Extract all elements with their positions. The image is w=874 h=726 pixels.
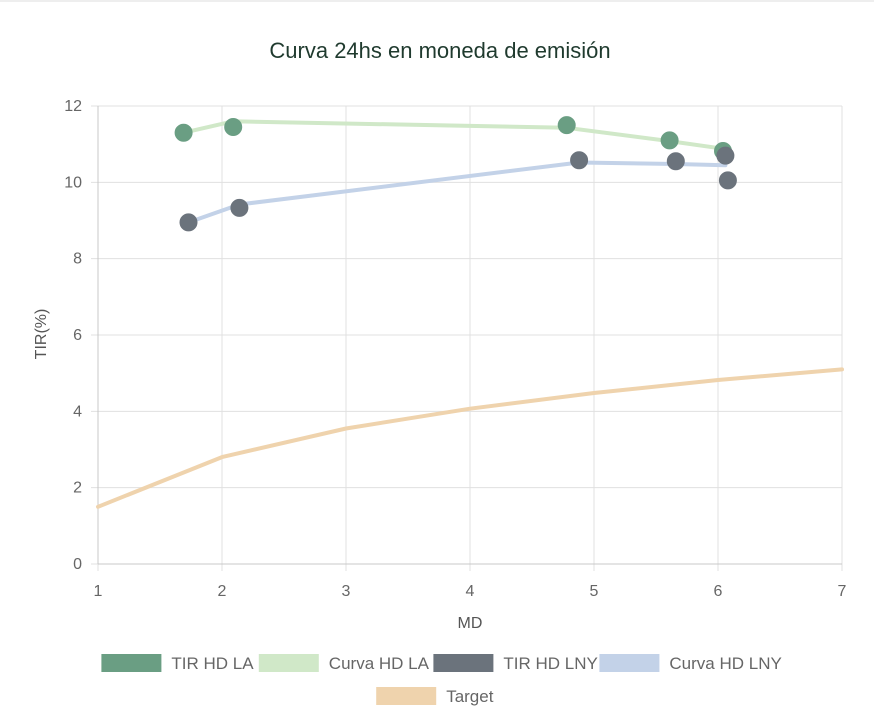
legend-item-tir-hd-la[interactable]: TIR HD LA bbox=[101, 654, 254, 673]
data-point-tir-hd-lny[interactable] bbox=[179, 213, 198, 232]
top-divider bbox=[0, 0, 874, 2]
chart-title: Curva 24hs en moneda de emisión bbox=[269, 38, 610, 63]
legend[interactable]: TIR HD LA Curva HD LA TIR HD LNY Curva HD L… bbox=[101, 654, 782, 706]
series-line-curva-hd-la bbox=[181, 119, 725, 151]
x-tick-label: 4 bbox=[466, 583, 475, 600]
data-point-tir-hd-lny[interactable] bbox=[666, 152, 685, 171]
y-tick-label: 6 bbox=[73, 327, 82, 344]
x-tick-label: 2 bbox=[218, 583, 227, 600]
data-point-tir-hd-lny[interactable] bbox=[716, 146, 735, 165]
series-layer bbox=[96, 116, 844, 509]
x-tick-label: 3 bbox=[342, 583, 351, 600]
y-tick-label: 12 bbox=[64, 98, 82, 115]
legend-item-tir-hd-lny[interactable]: TIR HD LNY bbox=[433, 654, 598, 673]
legend-label-target: Target bbox=[446, 687, 494, 706]
data-point-tir-hd-lny[interactable] bbox=[230, 198, 249, 217]
legend-swatch-curva-hd-la bbox=[258, 654, 319, 672]
x-tick-label: 6 bbox=[714, 583, 723, 600]
legend-item-target[interactable]: Target bbox=[376, 687, 494, 706]
legend-swatch-tir-hd-lny bbox=[433, 654, 494, 672]
legend-swatch-curva-hd-lny bbox=[599, 654, 660, 672]
data-point-tir-hd-la[interactable] bbox=[557, 116, 576, 135]
legend-label-curva-hd-la: Curva HD LA bbox=[329, 654, 430, 673]
legend-swatch-target bbox=[376, 687, 437, 705]
legend-item-curva-hd-la[interactable]: Curva HD LA bbox=[258, 654, 430, 673]
y-tick-label: 8 bbox=[73, 251, 82, 268]
series-line-curva-hd-lny bbox=[186, 160, 728, 225]
data-point-tir-hd-la[interactable] bbox=[174, 123, 193, 142]
data-point-tir-hd-la[interactable] bbox=[224, 118, 243, 136]
y-tick-label: 0 bbox=[73, 556, 82, 573]
data-point-tir-hd-la[interactable] bbox=[660, 131, 679, 150]
legend-swatch-tir-hd-la bbox=[101, 654, 162, 672]
x-tick-label: 7 bbox=[838, 583, 847, 600]
data-point-tir-hd-lny[interactable] bbox=[570, 151, 589, 170]
legend-label-tir-hd-lny: TIR HD LNY bbox=[503, 654, 597, 673]
y-tick-label: 2 bbox=[73, 480, 82, 497]
y-tick-label: 4 bbox=[73, 403, 82, 420]
y-tick-label: 10 bbox=[64, 174, 82, 191]
grid bbox=[91, 105, 843, 571]
legend-label-curva-hd-lny: Curva HD LNY bbox=[669, 654, 781, 673]
x-tick-label: 5 bbox=[590, 583, 599, 600]
x-axis-label: MD bbox=[458, 615, 483, 632]
legend-label-tir-hd-la: TIR HD LA bbox=[171, 654, 254, 673]
y-axis-label: TIR(%) bbox=[33, 309, 50, 360]
series-line-target bbox=[96, 367, 844, 509]
x-tick-label: 1 bbox=[94, 583, 103, 600]
legend-item-curva-hd-lny[interactable]: Curva HD LNY bbox=[599, 654, 782, 673]
data-point-tir-hd-lny[interactable] bbox=[718, 171, 737, 190]
